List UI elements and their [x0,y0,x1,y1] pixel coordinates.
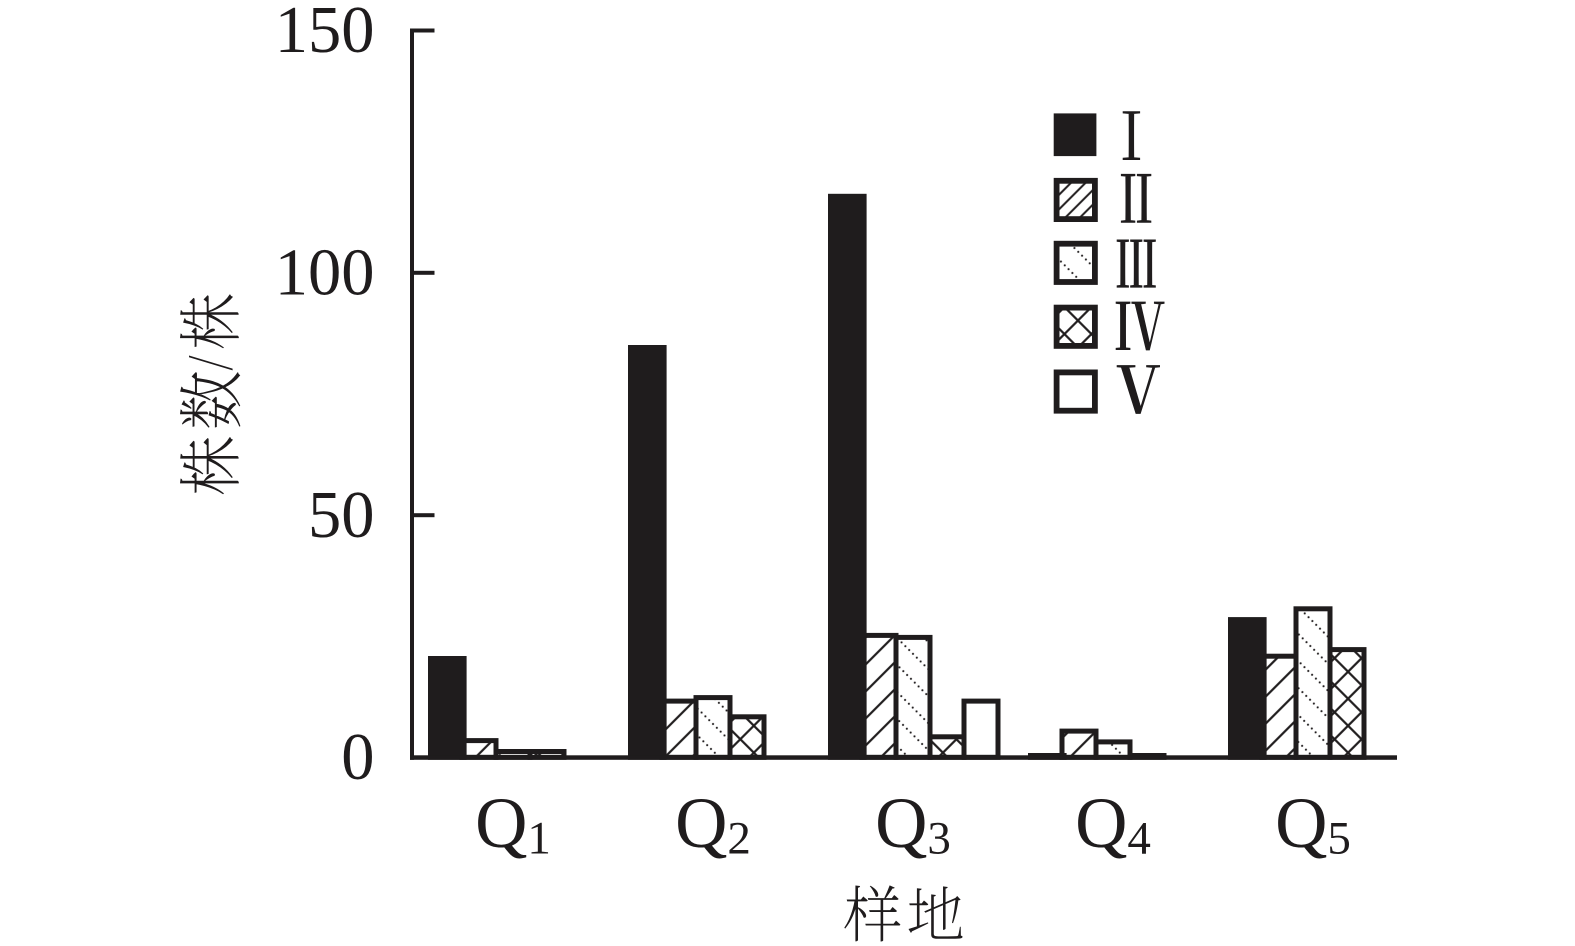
svg-text:100: 100 [275,237,375,310]
svg-text:Q1: Q1 [475,782,551,865]
svg-text:150: 150 [275,0,375,67]
svg-text:50: 50 [308,479,375,552]
svg-text:0: 0 [341,721,374,794]
